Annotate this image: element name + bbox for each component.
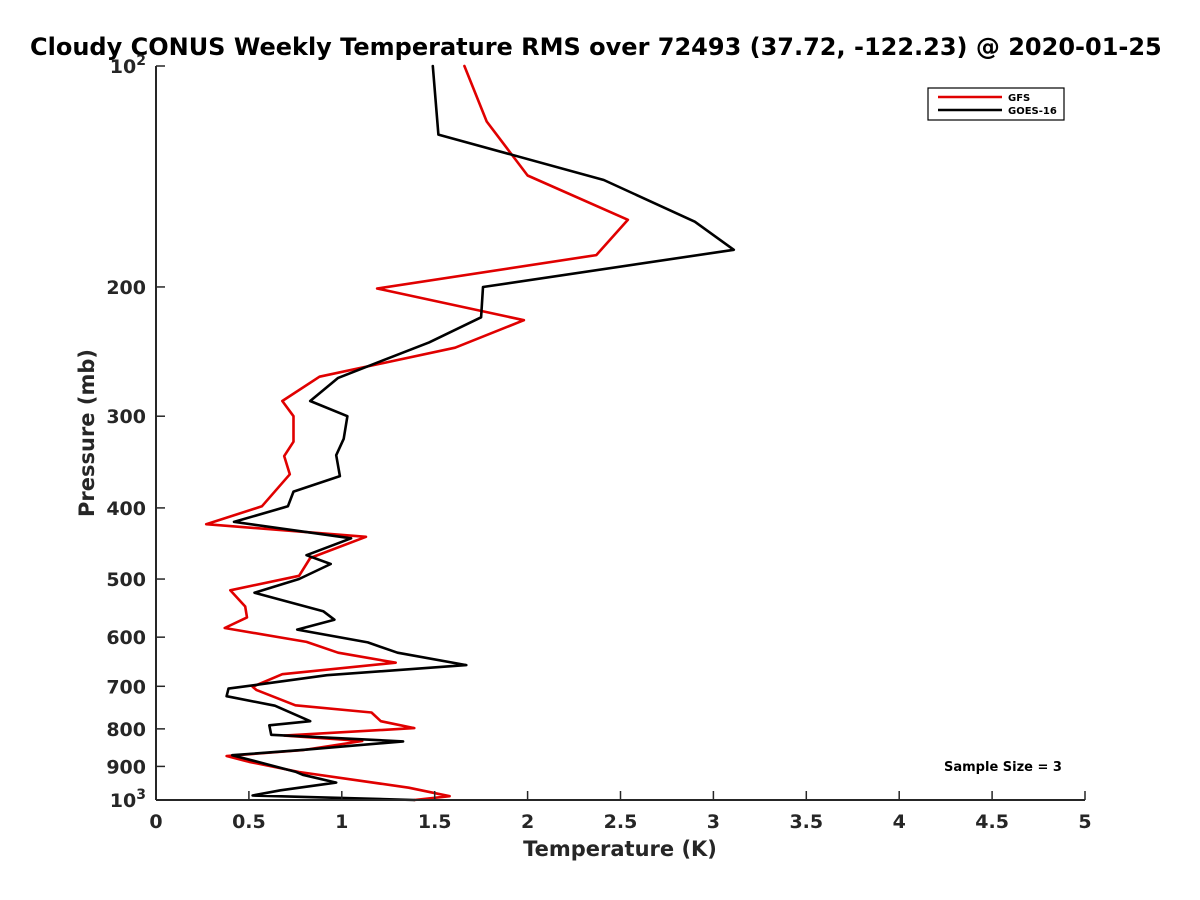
x-tick-label: 1 (335, 811, 348, 833)
x-tick-label: 4.5 (975, 811, 1009, 833)
series-line-goes-16 (225, 64, 736, 802)
sample-size-annotation: Sample Size = 3 (944, 760, 1062, 775)
legend-goes-16-label: GOES-16 (1008, 106, 1057, 117)
y-tick-label: 400 (106, 498, 146, 520)
x-tick-label: 0 (149, 811, 162, 833)
y-tick-label: 500 (106, 569, 146, 591)
axes: 0 0.5 1 1.5 2 2.5 3 3.5 4 4.5 5 102 200 300 400 500 600 7… (106, 53, 1091, 833)
y-tick-label: 600 (106, 627, 146, 649)
chart-title: Cloudy CONUS Weekly Temperature RMS over… (30, 33, 1162, 61)
y-tick-label: 103 (110, 787, 146, 812)
legend-box (927, 87, 1065, 121)
x-tick-label: 2 (521, 811, 534, 833)
y-tick-label: 700 (106, 676, 146, 698)
x-tick-label: 4 (893, 811, 906, 833)
x-tick-label: 3 (707, 811, 720, 833)
y-axis-label: Pressure (mb) (75, 349, 99, 517)
y-tick-label: 300 (106, 406, 146, 428)
legend-gfs-label: GFS (1008, 93, 1030, 104)
series-line-gfs (204, 64, 630, 802)
x-tick-label: 5 (1078, 811, 1091, 833)
x-tick-label: 2.5 (604, 811, 638, 833)
plot-area (204, 64, 736, 802)
y-tick-label: 200 (106, 277, 146, 299)
x-tick-label: 0.5 (232, 811, 266, 833)
legend: GFS GOES-16 (927, 87, 1065, 121)
y-tick-label: 900 (106, 756, 146, 778)
x-tick-label: 3.5 (789, 811, 823, 833)
x-tick-label: 1.5 (418, 811, 452, 833)
y-tick-label: 800 (106, 719, 146, 741)
x-axis-label: Temperature (K) (523, 837, 717, 861)
y-tick-label: 102 (110, 53, 146, 78)
